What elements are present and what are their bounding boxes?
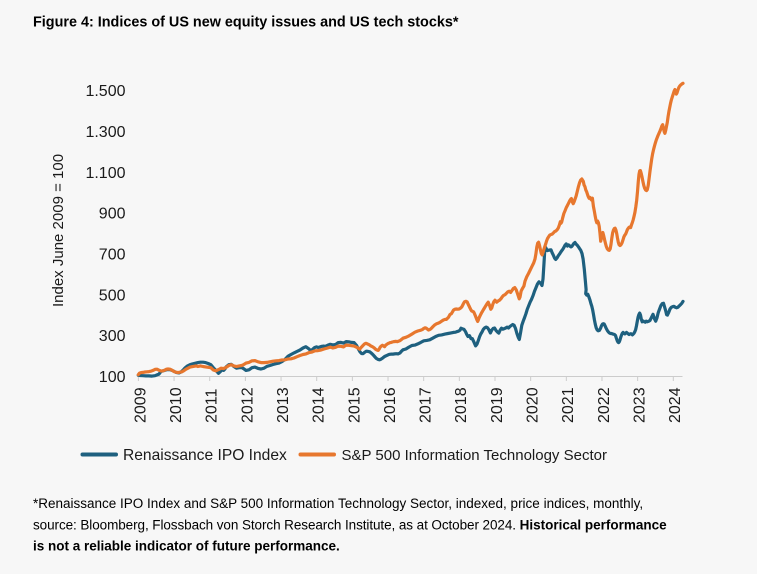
svg-text:1.300: 1.300 (85, 124, 125, 141)
svg-text:1.100: 1.100 (85, 165, 125, 182)
svg-text:is not a reliable indicator of: is not a reliable indicator of future pe… (33, 539, 340, 554)
svg-text:1.500: 1.500 (85, 83, 125, 100)
svg-text:2012: 2012 (239, 387, 256, 423)
svg-text:2021: 2021 (560, 387, 577, 423)
svg-text:2017: 2017 (418, 387, 435, 423)
svg-text:700: 700 (99, 247, 126, 264)
svg-text:Renaissance IPO Index: Renaissance IPO Index (123, 447, 287, 464)
svg-text:2013: 2013 (275, 387, 292, 423)
svg-text:Index June 2009 = 100: Index June 2009 = 100 (50, 154, 67, 307)
svg-text:Figure 4: Indices of US new eq: Figure 4: Indices of US new equity issue… (33, 15, 459, 31)
svg-text:900: 900 (99, 206, 126, 223)
svg-text:2016: 2016 (382, 387, 399, 423)
svg-text:2023: 2023 (632, 387, 649, 423)
svg-text:300: 300 (99, 328, 126, 345)
svg-text:2019: 2019 (489, 387, 506, 423)
svg-text:2024: 2024 (667, 387, 684, 423)
svg-text:2010: 2010 (168, 387, 185, 423)
svg-text:*Renaissance IPO Index and S&P: *Renaissance IPO Index and S&P 500 Infor… (33, 496, 643, 511)
svg-text:2022: 2022 (596, 387, 613, 423)
svg-text:2011: 2011 (204, 388, 221, 423)
svg-text:500: 500 (99, 287, 126, 304)
svg-text:S&P 500 Information Technology: S&P 500 Information Technology Sector (342, 447, 607, 464)
svg-text:2015: 2015 (346, 387, 363, 423)
svg-text:100: 100 (99, 369, 126, 386)
svg-text:source: Bloomberg, Flossbach v: source: Bloomberg, Flossbach von Storch … (33, 518, 667, 533)
svg-text:2009: 2009 (132, 387, 149, 423)
svg-text:2014: 2014 (311, 387, 328, 423)
svg-text:2018: 2018 (453, 387, 470, 423)
svg-text:2020: 2020 (525, 387, 542, 423)
